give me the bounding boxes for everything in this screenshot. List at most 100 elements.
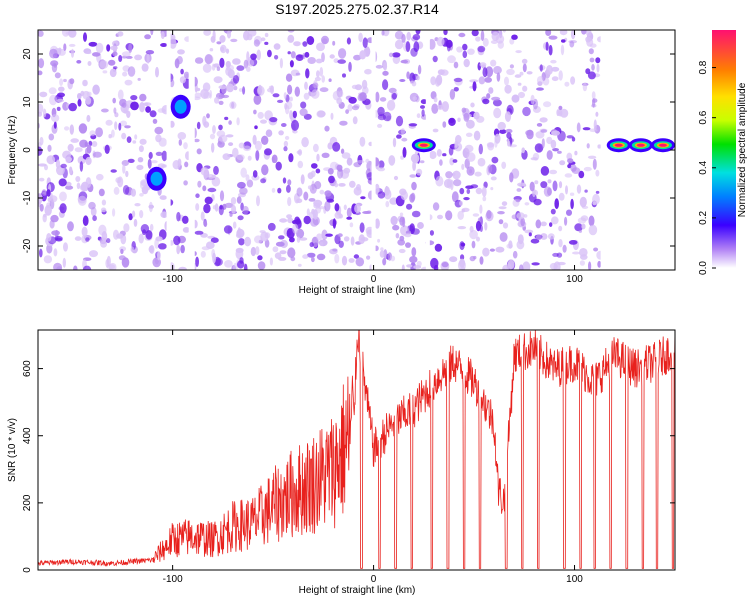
spectrogram-speckle bbox=[390, 215, 398, 226]
spectrogram-speckle bbox=[86, 51, 92, 55]
spectrogram-speckle bbox=[353, 162, 362, 168]
spectrogram-speckle bbox=[202, 63, 212, 73]
spectrogram-speckle bbox=[518, 91, 525, 99]
spectrogram-y-label: Frequency (Hz) bbox=[7, 116, 18, 185]
spectrogram-speckle bbox=[453, 61, 459, 69]
spectrogram-speckle bbox=[389, 197, 399, 205]
spectrogram-speckle bbox=[290, 51, 296, 59]
spectrogram-speckle bbox=[202, 82, 211, 92]
spectrogram-speckle bbox=[346, 157, 353, 166]
spectrogram-speckle bbox=[549, 222, 553, 228]
spectrogram-speckle bbox=[411, 181, 417, 191]
spectrogram-speckle bbox=[205, 241, 215, 249]
spectrogram-speckle bbox=[254, 140, 262, 151]
spectrogram-speckle bbox=[287, 247, 296, 258]
spectrogram-speckle bbox=[317, 110, 326, 118]
spectrogram-speckle bbox=[415, 30, 421, 35]
spectrogram-speckle bbox=[224, 202, 234, 208]
spectrogram-speckle bbox=[490, 176, 497, 181]
spectrogram-speckle bbox=[287, 51, 291, 55]
spectrogram-speckle bbox=[586, 143, 590, 149]
spectrogram-speckle bbox=[457, 210, 465, 220]
spectrogram-speckle bbox=[275, 241, 285, 247]
spectrogram-speckle bbox=[349, 222, 354, 228]
spectrogram-speckle bbox=[49, 94, 58, 106]
spectrogram-speckle bbox=[332, 90, 342, 101]
spectrogram-speckle bbox=[420, 99, 428, 105]
spectrogram-speckle bbox=[218, 85, 227, 90]
spectrogram-speckle bbox=[395, 233, 400, 239]
spectrogram-speckle bbox=[292, 223, 299, 234]
colorbar: 0.0 0.2 0.4 0.6 0.8 Normalized spectral ampl… bbox=[698, 30, 748, 275]
spectrogram-speckle bbox=[524, 202, 530, 206]
spectrogram-speckle bbox=[220, 44, 227, 54]
spectrogram-speckle bbox=[289, 96, 293, 102]
spectrogram-speckle bbox=[169, 120, 175, 128]
colorbar-label: Normalized spectral amplitude bbox=[737, 82, 748, 217]
spectrogram-speckle bbox=[39, 203, 44, 212]
spectrogram-speckle bbox=[60, 163, 67, 169]
spectrogram-speckle bbox=[236, 117, 240, 126]
x-tick-label: 100 bbox=[566, 574, 583, 585]
spectrogram-speckle bbox=[392, 137, 397, 148]
spectrogram-speckle bbox=[144, 34, 152, 40]
spectrogram-speckle bbox=[313, 199, 323, 207]
spectrogram-speckle bbox=[177, 132, 187, 140]
spectrogram-speckle bbox=[463, 58, 470, 68]
spectrogram-speckle bbox=[366, 210, 372, 214]
spectrogram-speckle bbox=[346, 216, 353, 220]
spectrogram-speckle bbox=[557, 150, 562, 154]
spectrogram-speckle bbox=[558, 192, 565, 201]
colorbar-tick-label: 0.8 bbox=[698, 60, 709, 74]
spectrogram-speckle bbox=[50, 214, 59, 223]
spectrogram-speckle bbox=[279, 218, 288, 223]
spectrogram-speckle bbox=[213, 165, 219, 175]
spectrogram-speckle bbox=[46, 189, 51, 197]
spectrogram-speckle bbox=[212, 125, 216, 134]
spectrogram-speckle bbox=[272, 246, 279, 253]
spectrogram-speckle bbox=[477, 45, 486, 53]
spectrogram-speckle bbox=[399, 79, 406, 82]
spectrogram-speckle bbox=[445, 39, 453, 49]
spectrogram-speckle bbox=[591, 64, 595, 71]
spectrogram-speckle bbox=[445, 210, 453, 221]
spectrogram-speckle bbox=[123, 223, 130, 233]
spectrogram-speckle bbox=[79, 161, 84, 172]
spectrogram-speckle bbox=[277, 99, 284, 103]
spectrogram-speckle bbox=[597, 260, 602, 268]
spectrogram-speckle bbox=[437, 69, 445, 75]
spectrogram-speckle bbox=[356, 184, 361, 191]
spectrogram-speckle bbox=[148, 201, 153, 213]
spectrogram-speckle bbox=[339, 120, 348, 126]
spectrogram-speckle bbox=[121, 160, 129, 166]
spectrogram-speckle bbox=[482, 98, 490, 105]
spectrogram-speckle bbox=[551, 216, 559, 225]
spectrogram-speckle bbox=[46, 155, 56, 165]
spectrogram-speckle bbox=[395, 115, 404, 127]
spectrogram-speckle bbox=[250, 246, 257, 257]
spectrogram-speckle bbox=[548, 44, 553, 56]
spectrogram-speckle bbox=[377, 191, 386, 199]
spectrogram-speckle bbox=[482, 37, 489, 47]
spectrogram-speckle bbox=[540, 129, 548, 133]
spectrogram-speckle bbox=[134, 203, 141, 207]
spectrogram-speckle bbox=[551, 76, 559, 82]
spectrogram-speckle bbox=[558, 181, 563, 189]
spectrogram-speckle bbox=[92, 215, 97, 222]
spectrogram-speckle bbox=[398, 248, 406, 254]
spectrogram-speckle bbox=[448, 117, 456, 126]
spectrogram-speckle bbox=[319, 241, 324, 247]
spectrogram-speckle bbox=[54, 236, 63, 241]
spectrogram-speckle bbox=[295, 54, 304, 61]
spectrogram-speckle bbox=[302, 41, 308, 47]
spectrogram-speckle bbox=[487, 164, 493, 174]
spectrogram-speckle bbox=[254, 125, 258, 130]
spectrogram-speckle bbox=[321, 152, 330, 158]
spectrogram-speckle bbox=[453, 87, 459, 92]
spectrogram-speckle bbox=[92, 52, 101, 57]
spectrogram-speckle bbox=[328, 175, 335, 184]
spectrogram-speckle bbox=[132, 210, 136, 218]
spectrogram-speckle bbox=[511, 34, 518, 40]
spectrogram-speckle bbox=[56, 98, 64, 103]
spectrogram-speckle bbox=[305, 68, 310, 79]
